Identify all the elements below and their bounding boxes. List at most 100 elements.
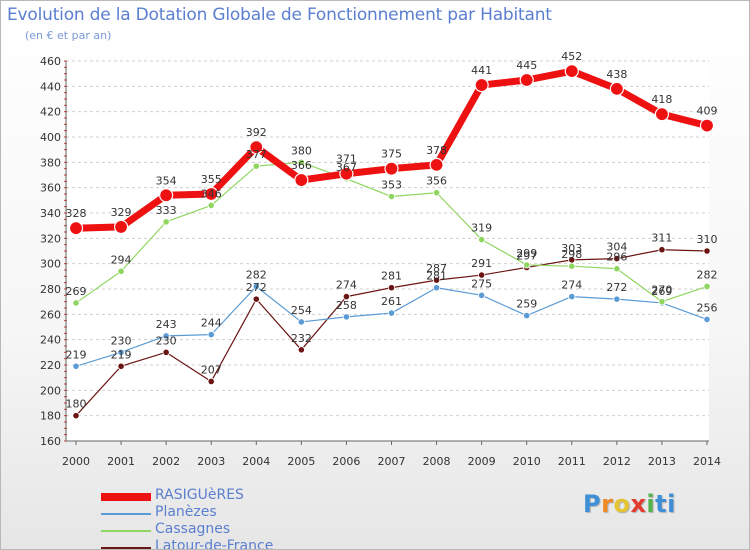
legend-swatch <box>101 546 151 549</box>
legend-swatch <box>101 512 151 515</box>
data-label: 274 <box>561 279 582 292</box>
data-point <box>68 221 84 236</box>
data-point <box>384 161 399 176</box>
data-point <box>564 64 579 79</box>
data-label: 297 <box>516 249 537 262</box>
legend-item: Latour-de-France <box>101 538 361 550</box>
x-tick-label: 2013 <box>648 455 676 468</box>
data-label: 243 <box>156 318 177 331</box>
y-tick-label: 320 <box>40 232 61 245</box>
data-label: 438 <box>606 68 627 81</box>
data-label: 328 <box>66 207 87 220</box>
data-point <box>162 332 170 340</box>
data-point <box>613 255 621 263</box>
chart-title: Evolution de la Dotation Globale de Fonc… <box>7 5 552 25</box>
data-point <box>478 271 486 279</box>
data-label: 258 <box>336 299 357 312</box>
data-label: 256 <box>697 301 718 314</box>
data-point <box>658 246 666 254</box>
data-label: 274 <box>336 279 357 292</box>
data-point <box>252 282 260 291</box>
x-tick-label: 2009 <box>468 455 496 468</box>
data-label: 282 <box>697 268 718 281</box>
y-tick-label: 440 <box>40 80 61 93</box>
legend-label: Cassagnes <box>155 521 231 537</box>
data-label: 269 <box>651 285 672 298</box>
data-label: 441 <box>471 64 492 77</box>
x-tick-label: 2007 <box>378 455 406 468</box>
data-label: 272 <box>606 281 627 294</box>
data-label: 418 <box>651 93 672 106</box>
data-label: 375 <box>381 148 402 161</box>
y-tick-label: 220 <box>40 359 61 372</box>
data-point <box>523 311 531 320</box>
data-label: 378 <box>426 144 447 157</box>
data-point <box>159 188 174 203</box>
y-tick-label: 300 <box>40 258 61 271</box>
data-label: 296 <box>606 251 627 264</box>
legend-swatch <box>101 492 151 501</box>
data-label: 367 <box>336 161 357 174</box>
y-tick-label: 180 <box>40 410 61 423</box>
data-point <box>432 284 441 292</box>
y-tick-label: 380 <box>40 156 61 169</box>
x-tick-label: 2011 <box>558 455 586 468</box>
data-label: 377 <box>246 148 267 161</box>
data-label: 380 <box>291 144 312 157</box>
data-label: 282 <box>246 268 267 281</box>
data-label: 366 <box>291 159 312 172</box>
data-point <box>523 261 531 269</box>
data-label: 303 <box>561 242 582 255</box>
legend-label: Latour-de-France <box>155 538 274 550</box>
logo-letter: o <box>613 490 631 518</box>
legend-item: RASIGUèRES <box>101 487 361 505</box>
data-label: 287 <box>426 262 447 275</box>
data-point <box>568 262 576 270</box>
data-point <box>519 72 534 88</box>
data-label: 281 <box>381 270 402 283</box>
data-point <box>252 162 260 170</box>
data-point <box>297 346 305 354</box>
data-point <box>72 412 80 420</box>
data-point <box>432 276 441 284</box>
data-point <box>207 377 215 386</box>
data-point <box>117 267 125 275</box>
data-point <box>387 309 396 317</box>
data-point <box>432 189 441 197</box>
data-point <box>72 299 80 307</box>
data-point <box>117 348 125 356</box>
data-point <box>252 295 260 303</box>
y-tick-label: 280 <box>40 283 61 296</box>
data-point <box>72 362 80 370</box>
y-tick-label: 340 <box>40 207 61 220</box>
data-label: 294 <box>111 253 132 266</box>
data-label: 319 <box>471 222 492 235</box>
y-tick-label: 360 <box>40 182 61 195</box>
data-label: 310 <box>697 233 718 246</box>
data-point <box>339 166 354 181</box>
data-point <box>249 140 264 155</box>
proxiti-logo: Proxiti <box>583 490 676 518</box>
data-point <box>568 292 576 301</box>
data-label: 291 <box>471 257 492 270</box>
data-label: 304 <box>606 241 627 254</box>
data-label: 409 <box>697 105 718 118</box>
data-label: 355 <box>201 173 222 186</box>
data-label: 270 <box>651 284 672 297</box>
data-label: 445 <box>516 59 537 72</box>
data-label: 207 <box>201 363 222 376</box>
legend-item: Cassagnes <box>101 521 361 539</box>
data-label: 230 <box>156 334 177 347</box>
data-point <box>162 218 170 226</box>
data-label: 180 <box>66 398 87 411</box>
y-tick-label: 200 <box>40 384 61 397</box>
data-point <box>207 201 215 209</box>
data-label: 371 <box>336 153 357 166</box>
data-point <box>342 313 351 321</box>
data-point <box>207 330 215 339</box>
data-label: 346 <box>201 187 222 200</box>
data-label: 329 <box>111 206 132 219</box>
data-label: 281 <box>426 270 447 283</box>
data-label: 219 <box>111 348 132 361</box>
